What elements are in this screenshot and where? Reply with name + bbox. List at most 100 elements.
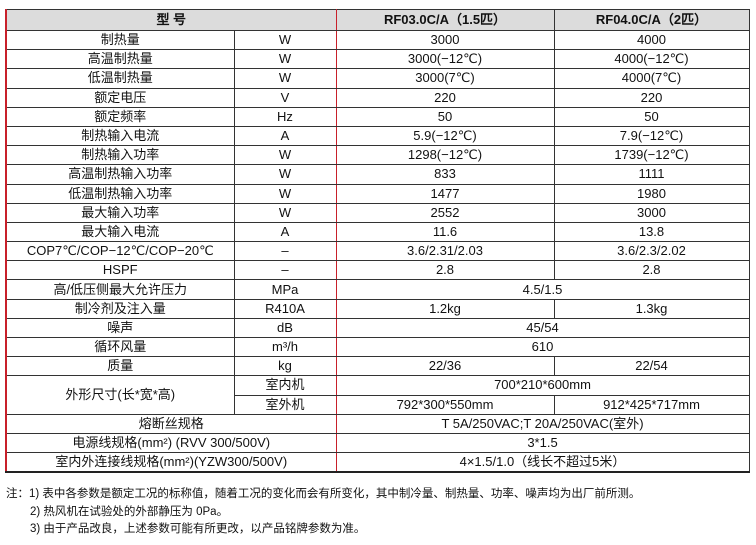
row-name: 最大输入功率: [5, 202, 235, 223]
row-value-shared: 45/54: [335, 317, 750, 339]
row-value-b: 4000(−12℃): [553, 49, 750, 70]
row-unit: A: [233, 125, 337, 147]
table-row: 高/低压侧最大允许压力 MPa 4.5/1.5: [5, 279, 750, 300]
row-name: 室内外连接线规格(mm²)(YZW300/500V): [5, 452, 337, 474]
table-row: 噪声 dB 45/54: [5, 317, 750, 339]
row-name: 高温制热量: [5, 49, 235, 70]
table-row: 熔断丝规格 T 5A/250VAC;T 20A/250VAC(室外): [5, 413, 750, 434]
row-name: HSPF: [5, 260, 235, 281]
row-name: 循环风量: [5, 336, 235, 358]
row-value-a: 3.6/2.31/2.03: [335, 241, 555, 262]
note-1: 注：1) 表中各参数是额定工况的标称值，随着工况的变化而会有所变化，其中制冷量、…: [6, 488, 641, 500]
row-value-b: 7.9(−12℃): [553, 125, 750, 147]
table-row: 最大输入功率 W 2552 3000: [5, 202, 750, 223]
row-value-a: 2.8: [335, 260, 555, 281]
note-3: 3) 由于产品改良，上述参数可能有所更改，以产品铭牌参数为准。: [30, 523, 366, 535]
row-unit: V: [233, 87, 337, 108]
row-value-shared: 3*1.5: [335, 432, 750, 454]
spec-table: 型 号 RF03.0C/A（1.5匹） RF04.0C/A（2匹） 制热量 W 30…: [5, 9, 750, 474]
table-row: 最大输入电流 A 11.6 13.8: [5, 221, 750, 243]
row-unit: Hz: [233, 106, 337, 127]
row-value-shared: 610: [335, 336, 750, 358]
table-row: 外形尺寸(长*宽*高) 室内机 700*210*600mm: [5, 375, 750, 415]
row-unit: dB: [233, 317, 337, 339]
row-unit: A: [233, 221, 337, 243]
row-name: 制热输入功率: [5, 145, 235, 166]
table-row: 额定电压 V 220 220: [5, 87, 750, 108]
row-value-a: 3000(7℃): [335, 68, 555, 89]
row-value-shared: 4.5/1.5: [335, 279, 750, 300]
table-row: 电源线规格(mm²) (RVV 300/500V) 3*1.5: [5, 432, 750, 454]
row-value-b: 220: [553, 87, 750, 108]
row-value-a: 220: [335, 87, 555, 108]
dimensions-outdoor-a: 792*300*550mm: [335, 394, 555, 415]
row-value-a: 1477: [335, 183, 555, 204]
row-value-a: 3000(−12℃): [335, 49, 555, 70]
row-value-a: 1.2kg: [335, 298, 555, 319]
table-row: 室外机 792*300*550mm 912*425*717mm: [6, 394, 750, 415]
table-row: 高温制热输入功率 W 833 1111: [5, 164, 750, 185]
row-unit: W: [233, 29, 337, 51]
row-name: 噪声: [5, 317, 235, 339]
row-name: COP7℃/COP−12℃/COP−20℃: [5, 241, 235, 262]
row-name: 低温制热输入功率: [5, 183, 235, 204]
row-name: 高温制热输入功率: [5, 164, 235, 185]
table-row: COP7℃/COP−12℃/COP−20℃ –3.6/2.31/2.03 3.6/2…: [5, 241, 750, 262]
table-row: 低温制热量 W 3000(7℃) 4000(7℃): [5, 68, 750, 89]
row-value-b: 3000: [553, 202, 750, 223]
row-value-b: 1739(−12℃): [553, 145, 750, 166]
row-unit: W: [233, 68, 337, 89]
row-unit: MPa: [233, 279, 337, 300]
row-name: 电源线规格(mm²) (RVV 300/500V): [5, 432, 337, 454]
notes: 注：1) 表中各参数是额定工况的标称值，随着工况的变化而会有所变化，其中制冷量、…: [6, 486, 640, 539]
row-unit: –: [233, 241, 337, 262]
row-unit: R410A: [233, 298, 337, 319]
row-value-shared: 4×1.5/1.0（线长不超过5米）: [335, 452, 750, 474]
row-name: 质量: [5, 356, 235, 377]
row-unit: W: [233, 164, 337, 185]
table-row: 循环风量 m³/h 610: [5, 336, 750, 358]
table-row: 制冷剂及注入量 R410A 1.2kg 1.3kg: [5, 298, 750, 319]
row-name: 熔断丝规格: [5, 413, 337, 434]
table-row: 低温制热输入功率 W 1477 1980: [5, 183, 750, 204]
row-name: 高/低压侧最大允许压力: [5, 279, 235, 300]
table-row: 制热输入功率 W 1298(−12℃) 1739(−12℃): [5, 145, 750, 166]
row-value-b: 2.8: [553, 260, 750, 281]
row-value-b: 50: [553, 106, 750, 127]
table-row: 高温制热量 W 3000(−12℃) 4000(−12℃): [5, 49, 750, 70]
row-value-b: 1.3kg: [553, 298, 750, 319]
dimensions-indoor-label: 室内机: [233, 375, 337, 396]
row-value-b: 1980: [553, 183, 750, 204]
row-name: 额定电压: [5, 87, 235, 108]
row-value-b: 1111: [553, 164, 750, 185]
row-value-a: 11.6: [335, 221, 555, 243]
row-value-a: 22/36: [335, 356, 555, 377]
row-value-a: 833: [335, 164, 555, 185]
row-name: 最大输入电流: [5, 221, 235, 243]
row-name: 低温制热量: [5, 68, 235, 89]
row-unit: –: [233, 260, 337, 281]
header-model-label: 型 号: [5, 9, 337, 31]
row-unit: m³/h: [233, 336, 337, 358]
row-name: 制热量: [5, 29, 235, 51]
row-value-b: 4000(7℃): [553, 68, 750, 89]
dimensions-indoor-value: 700*210*600mm: [335, 375, 750, 396]
header-model-a: RF03.0C/A（1.5匹）: [335, 9, 555, 31]
row-value-a: 1298(−12℃): [335, 145, 555, 166]
row-value-b: 3.6/2.3/2.02: [553, 241, 750, 262]
table-row: 制热量 W 3000 4000: [5, 29, 750, 51]
row-value-shared: T 5A/250VAC;T 20A/250VAC(室外): [335, 413, 750, 434]
row-unit: W: [233, 183, 337, 204]
row-value-a: 5.9(−12℃): [335, 125, 555, 147]
row-unit: W: [233, 145, 337, 166]
header-model-b: RF04.0C/A（2匹）: [553, 9, 750, 31]
table-row: HSPF –2.8 2.8: [5, 260, 750, 281]
table-row: 室内外连接线规格(mm²)(YZW300/500V) 4×1.5/1.0（线长不超…: [5, 452, 750, 474]
table-row: 制热输入电流 A 5.9(−12℃) 7.9(−12℃): [5, 125, 750, 147]
row-value-b: 13.8: [553, 221, 750, 243]
row-name: 制冷剂及注入量: [5, 298, 235, 319]
row-unit: kg: [233, 356, 337, 377]
row-value-a: 50: [335, 106, 555, 127]
table-header-row: 型 号 RF03.0C/A（1.5匹） RF04.0C/A（2匹）: [5, 9, 750, 31]
note-2: 2) 热风机在试验处的外部静压为 0Pa。: [30, 505, 229, 518]
